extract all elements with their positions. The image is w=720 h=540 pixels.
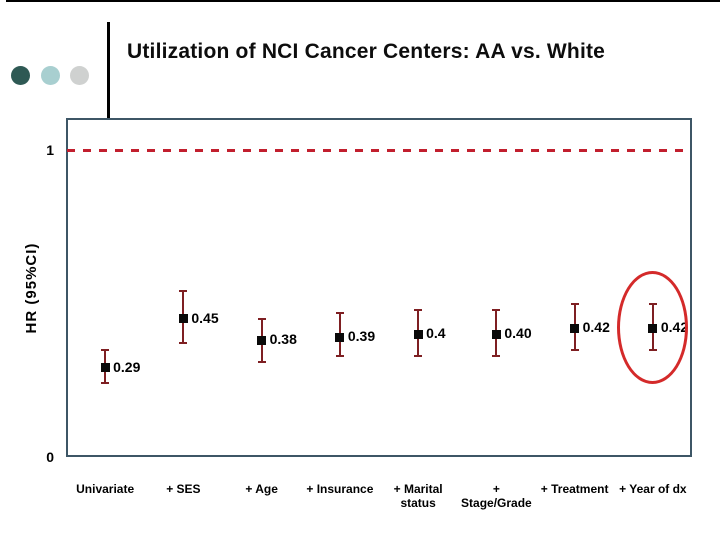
y-axis-title: HR (95%CI) bbox=[23, 242, 40, 334]
x-axis-label: + Age bbox=[245, 482, 278, 496]
error-bar-cap-top bbox=[101, 348, 110, 351]
value-label: 0.38 bbox=[269, 331, 297, 348]
error-bar-cap-top bbox=[414, 308, 423, 311]
error-bar-cap-bottom bbox=[101, 382, 110, 385]
value-label: 0.29 bbox=[113, 358, 141, 375]
error-bar-cap-bottom bbox=[335, 354, 344, 357]
error-bar-cap-bottom bbox=[257, 360, 266, 363]
plot-border bbox=[66, 118, 692, 457]
value-label: 0.42 bbox=[582, 319, 610, 336]
y-tick-label-1: 1 bbox=[46, 142, 54, 158]
error-bar-cap-top bbox=[335, 311, 344, 314]
data-point-marker bbox=[257, 335, 267, 345]
top-border-line bbox=[6, 0, 720, 2]
value-label: 0.40 bbox=[504, 325, 532, 342]
decor-dot-3 bbox=[70, 66, 89, 85]
page-title: Utilization of NCI Cancer Centers: AA vs… bbox=[127, 40, 606, 63]
reference-line-hr-1 bbox=[67, 148, 687, 152]
x-axis-label: + SES bbox=[166, 482, 201, 496]
x-axis-label: + Stage/Grade bbox=[461, 482, 532, 510]
error-bar-cap-top bbox=[570, 302, 579, 305]
data-point-marker bbox=[335, 332, 345, 342]
data-point-marker bbox=[491, 329, 501, 339]
x-axis-label: + Insurance bbox=[306, 482, 374, 496]
data-point-marker bbox=[570, 323, 580, 333]
value-label: 0.45 bbox=[191, 309, 219, 326]
error-bar-cap-top bbox=[257, 317, 266, 320]
x-axis-label: Univariate bbox=[76, 482, 135, 496]
y-tick-label-0: 0 bbox=[46, 449, 54, 465]
error-bar-cap-bottom bbox=[570, 348, 579, 351]
error-bar-cap-top bbox=[179, 290, 188, 293]
x-axis-label: + Year of dx bbox=[619, 482, 687, 496]
highlight-ellipse bbox=[616, 271, 688, 385]
error-bar-cap-bottom bbox=[179, 342, 188, 345]
data-point-marker bbox=[413, 329, 423, 339]
decor-vertical-line bbox=[107, 22, 110, 125]
x-axis-label: + Marital status bbox=[393, 482, 443, 510]
data-point-marker bbox=[100, 363, 110, 373]
decor-dot-1 bbox=[11, 66, 30, 85]
value-label: 0.4 bbox=[426, 325, 446, 342]
data-point-marker bbox=[178, 314, 188, 324]
value-label: 0.39 bbox=[347, 328, 376, 345]
error-bar-cap-bottom bbox=[492, 354, 501, 357]
decor-dot-2 bbox=[41, 66, 60, 85]
error-bar-cap-bottom bbox=[414, 354, 423, 357]
error-bar-cap-top bbox=[492, 308, 501, 311]
x-axis-label: + Treatment bbox=[540, 482, 609, 496]
